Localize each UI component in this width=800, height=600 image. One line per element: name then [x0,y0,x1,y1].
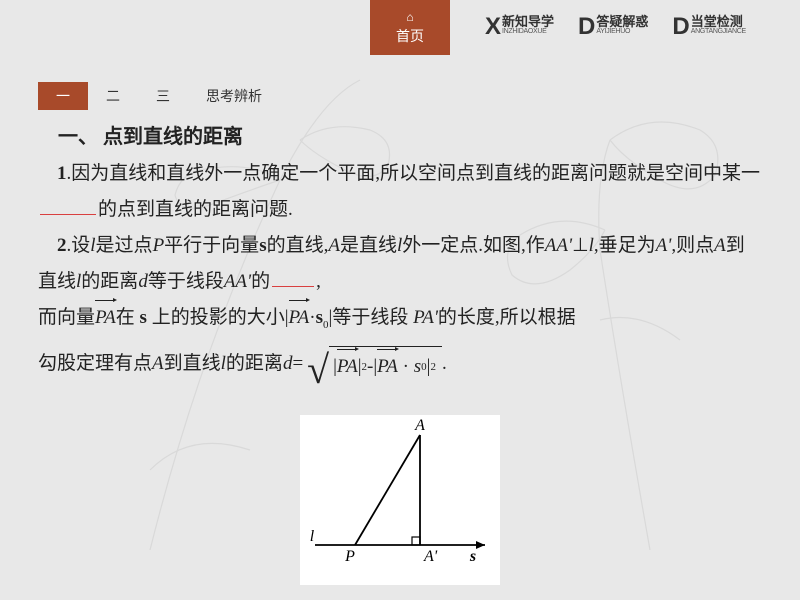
paragraph-4-formula: 勾股定理有点 A 到直线 l 的距离 d= √ |PA|2- |PA · s0|… [38,344,762,384]
nav-item-dangtang[interactable]: D 当堂检测 ANGTANGJIANCE [672,15,745,39]
geometry-diagram: A A' P l s [300,415,500,585]
home-label: 首页 [396,26,424,46]
content-area: 一、 点到直线的距离 1.因为直线和直线外一点确定一个平面,所以空间点到直线的距… [38,118,762,384]
sqrt-expression: √ |PA|2- |PA · s0|2 [307,344,442,384]
paragraph-1: 1.因为直线和直线外一点确定一个平面,所以空间点到直线的距离问题就是空间中某一的… [38,156,762,228]
section-tab-2[interactable]: 二 [88,82,138,110]
svg-text:A': A' [423,548,438,565]
section-tabs: 一 二 三 思考辨析 [38,82,280,110]
paragraph-2: 2.设l是过点P平行于向量s的直线,A是直线l外一定点.如图,作AA'⊥l,垂足… [38,228,762,300]
nav-item-xinzhi[interactable]: X 新知导学 INZHIDAOXUE [485,15,554,39]
blank-1 [40,196,96,215]
nav-item-dayi[interactable]: D 答疑解惑 AYIJIEHUO [578,15,648,39]
paragraph-3: 而向量PA在 s 上的投影的大小|PA·s0|等于线段 PA'的长度,所以根据 [38,300,762,336]
section-tab-3[interactable]: 三 [138,82,188,110]
svg-text:s: s [469,548,476,565]
section-title: 一、 点到直线的距离 [38,118,762,156]
home-icon: ⌂ [406,10,413,24]
top-bar: ⌂ 首页 X 新知导学 INZHIDAOXUE D 答疑解惑 AYIJIEHUO… [0,0,800,60]
home-tab[interactable]: ⌂ 首页 [370,0,450,55]
svg-text:A: A [414,417,425,434]
svg-text:l: l [310,528,315,545]
radical-icon: √ [307,350,329,390]
section-tab-1[interactable]: 一 [38,82,88,110]
nav-items: X 新知导学 INZHIDAOXUE D 答疑解惑 AYIJIEHUO D 当堂… [485,15,746,39]
svg-text:P: P [344,548,355,565]
blank-2 [272,268,314,287]
section-tab-think[interactable]: 思考辨析 [188,82,280,110]
